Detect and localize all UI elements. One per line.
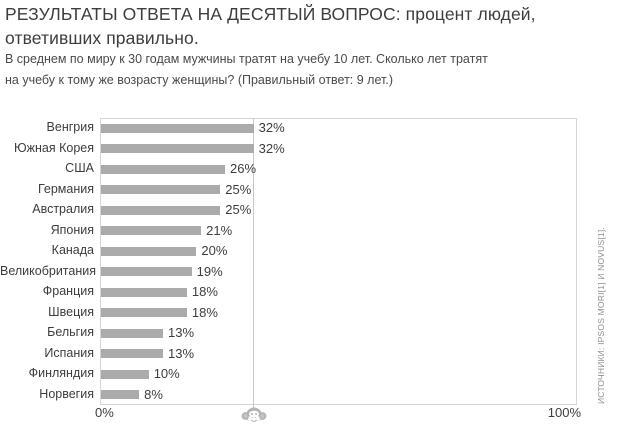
country-label: Япония (50, 222, 94, 237)
country-label: Канада (51, 243, 94, 258)
value-label: 18% (191, 304, 218, 320)
country-label: Испания (44, 345, 94, 360)
bar (101, 390, 140, 400)
bar (101, 144, 254, 154)
bar (101, 287, 187, 297)
page-title-line2: ответивших правильно. (5, 28, 199, 48)
chimp-face-icon (241, 407, 266, 424)
bar (101, 226, 202, 236)
bar (101, 349, 163, 359)
question-subtitle: В среднем по миру к 30 годам мужчины тра… (5, 49, 488, 91)
country-label: Швеция (48, 304, 94, 319)
value-label: 20% (201, 243, 228, 259)
bar (101, 205, 221, 215)
bar (101, 308, 187, 318)
bar (101, 328, 163, 338)
country-label: Венгрия (46, 120, 94, 135)
plot-area (100, 118, 577, 405)
value-label: 10% (153, 366, 180, 382)
question-subtitle-line1: В среднем по миру к 30 годам мужчины тра… (5, 52, 488, 66)
question-subtitle-line2: на учебу к тому же возрасту женщины? (Пр… (5, 73, 393, 87)
country-label: США (65, 161, 94, 176)
country-label: Германия (37, 181, 94, 196)
value-label: 18% (191, 284, 218, 300)
country-label: Великобритания (0, 263, 96, 278)
value-label: 32% (258, 120, 285, 136)
country-label: Южная Корея (14, 140, 94, 155)
value-label: 25% (225, 181, 252, 197)
value-label: 32% (258, 140, 285, 156)
country-label: Франция (42, 284, 94, 299)
value-label: 19% (196, 263, 223, 279)
country-label: Австралия (32, 202, 94, 217)
source-note: ИСТОЧНИКИ: IPSOS MORI[1] И NOVUS[1]. (596, 227, 606, 404)
x-axis-tick-100: 100% (547, 405, 581, 420)
country-label: Бельгия (47, 325, 94, 340)
value-label: 25% (225, 202, 252, 218)
country-label: Норвегия (39, 386, 94, 401)
x-axis-tick-0: 0% (95, 405, 114, 420)
bar (101, 369, 149, 379)
page-title-line1: РЕЗУЛЬТАТЫ ОТВЕТА НА ДЕСЯТЫЙ ВОПРОС: про… (5, 4, 536, 24)
country-label: Финляндия (28, 366, 94, 381)
bar (101, 267, 192, 277)
bar (101, 164, 226, 174)
value-label: 8% (144, 386, 163, 402)
bar (101, 246, 197, 256)
bar (101, 185, 221, 195)
value-label: 13% (168, 345, 195, 361)
value-label: 21% (206, 222, 233, 238)
page-title: РЕЗУЛЬТАТЫ ОТВЕТА НА ДЕСЯТЫЙ ВОПРОС: про… (5, 2, 536, 50)
value-label: 26% (230, 161, 257, 177)
bar (101, 123, 254, 133)
chimp-reference-line (253, 118, 254, 408)
value-label: 13% (168, 325, 195, 341)
